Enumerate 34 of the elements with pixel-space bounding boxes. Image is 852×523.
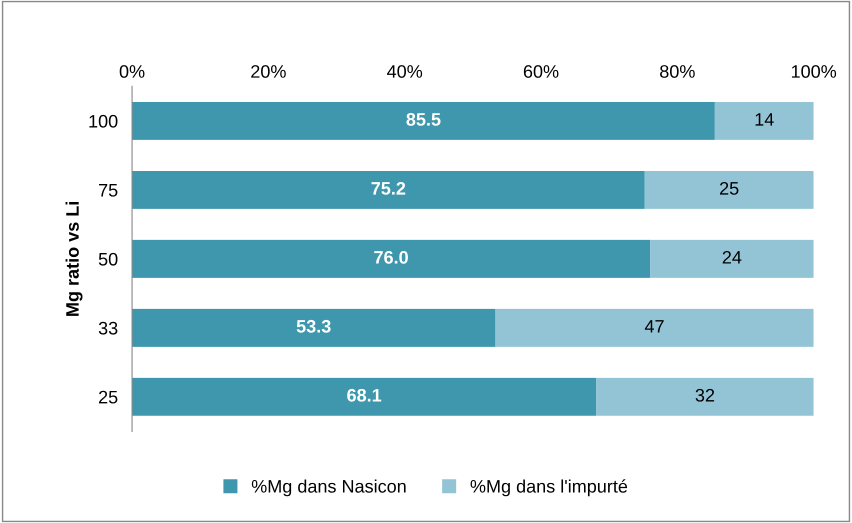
data-label: 75.2: [372, 182, 406, 195]
bar: [132, 378, 596, 416]
y-tick-label: 75: [99, 184, 118, 197]
bar: [132, 102, 715, 140]
bar: [650, 240, 814, 278]
data-label: 47: [644, 320, 664, 333]
bar: [714, 102, 814, 140]
data-label: 24: [722, 250, 742, 264]
y-tick-label: 50: [98, 252, 118, 266]
data-label: 53.3: [296, 320, 331, 333]
bar: [495, 308, 814, 347]
bar: [132, 308, 496, 347]
y-tick-label: 100: [89, 114, 118, 128]
data-label: 32: [696, 388, 714, 402]
y-tick-label: 33: [98, 322, 118, 335]
data-label: 76.0: [374, 250, 408, 264]
x-tick-label: 20%: [251, 65, 286, 78]
y-axis-title: Mg ratio vs Li: [66, 202, 82, 316]
x-tick-label: 0%: [120, 65, 144, 78]
bar: [132, 170, 645, 209]
y-tick-label: 25: [99, 390, 118, 404]
data-label: 25: [720, 182, 738, 195]
bar: [644, 170, 814, 209]
bar: [132, 240, 650, 278]
legend-label: %Mg dans l'impurté: [470, 479, 628, 496]
x-tick-label: 100%: [792, 65, 836, 78]
data-label: 14: [756, 113, 774, 126]
data-label: 85.5: [406, 113, 441, 126]
data-label: 68.1: [347, 388, 382, 402]
bar: [596, 378, 814, 416]
x-tick-label: 40%: [387, 65, 422, 78]
x-tick-label: 80%: [660, 65, 695, 78]
legend-label: %Mg dans Nasicon: [252, 479, 406, 496]
x-tick-label: 60%: [524, 65, 558, 78]
